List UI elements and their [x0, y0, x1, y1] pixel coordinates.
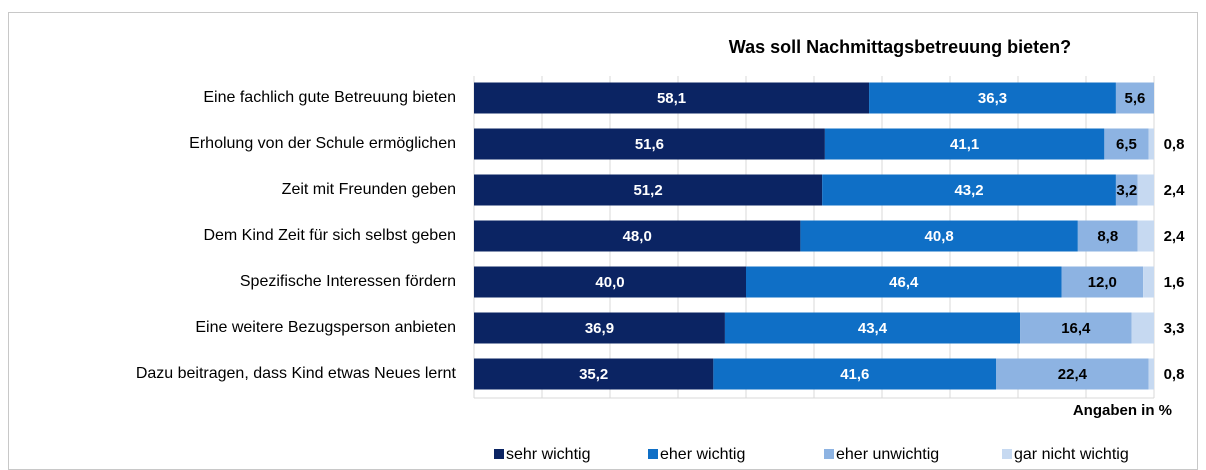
value-label: 6,5 — [1116, 136, 1137, 153]
value-label: 48,0 — [623, 228, 652, 245]
legend-swatch — [648, 449, 658, 459]
bar-segment — [474, 312, 725, 344]
bar-segment — [1104, 128, 1149, 160]
bar-segment — [1061, 266, 1144, 298]
value-label: 51,2 — [633, 182, 662, 199]
x-axis-label: Angaben in % — [1073, 402, 1172, 419]
legend-label: sehr wichtig — [506, 446, 590, 463]
value-label: 40,0 — [595, 274, 624, 291]
bar-segment — [869, 82, 1116, 114]
value-label: 12,0 — [1088, 274, 1117, 291]
value-label: 58,1 — [657, 90, 686, 107]
value-label: 0,8 — [1164, 136, 1185, 153]
value-label: 41,1 — [950, 136, 979, 153]
value-label: 8,8 — [1097, 228, 1118, 245]
value-label: 51,6 — [635, 136, 664, 153]
value-label: 46,4 — [889, 274, 919, 291]
bar-segment — [1137, 174, 1154, 206]
legend-label: eher unwichtig — [836, 446, 939, 463]
category-label: Spezifische Interessen fördern — [240, 273, 456, 290]
bar-segment — [1077, 220, 1138, 252]
bar-segment — [474, 174, 823, 206]
value-label: 43,4 — [858, 320, 888, 337]
value-label: 40,8 — [925, 228, 954, 245]
value-label: 35,2 — [579, 366, 608, 383]
bar-segment — [822, 174, 1116, 206]
value-label: 36,3 — [978, 90, 1007, 107]
bar-segment — [996, 358, 1149, 390]
bar-segment — [1131, 312, 1154, 344]
bar-segment — [1020, 312, 1132, 344]
bar-segment — [746, 266, 1062, 298]
value-label: 41,6 — [840, 366, 869, 383]
bar-segment — [713, 358, 997, 390]
legend-swatch — [1002, 449, 1012, 459]
category-label: Dazu beitragen, dass Kind etwas Neues le… — [136, 365, 457, 382]
value-label: 2,4 — [1164, 228, 1186, 245]
legend-swatch — [494, 449, 504, 459]
chart-title: Was soll Nachmittagsbetreuung bieten? — [729, 37, 1071, 57]
value-label: 1,6 — [1164, 274, 1185, 291]
value-label: 16,4 — [1061, 320, 1091, 337]
value-label: 2,4 — [1164, 182, 1186, 199]
bar-segment — [824, 128, 1105, 160]
value-label: 5,6 — [1125, 90, 1146, 107]
bar-segment — [474, 128, 825, 160]
bar-segment — [474, 358, 714, 390]
value-label: 3,3 — [1164, 320, 1185, 337]
category-label: Zeit mit Freunden geben — [282, 181, 456, 198]
value-label: 43,2 — [954, 182, 983, 199]
category-label: Eine fachlich gute Betreuung bieten — [203, 89, 456, 106]
legend-label: eher wichtig — [660, 446, 745, 463]
value-label: 36,9 — [585, 320, 614, 337]
bar-segment — [1143, 266, 1154, 298]
value-label: 22,4 — [1058, 366, 1088, 383]
bar-segment — [800, 220, 1078, 252]
bar-segment — [1115, 174, 1138, 206]
category-label: Erholung von der Schule ermöglichen — [189, 135, 456, 152]
legend-label: gar nicht wichtig — [1014, 446, 1129, 463]
bar-segment — [474, 220, 801, 252]
bar-segment — [1148, 358, 1154, 390]
bar-segment — [1148, 128, 1154, 160]
category-label: Eine weitere Bezugsperson anbieten — [195, 319, 456, 336]
bar-segment — [474, 266, 746, 298]
bar-segment — [1137, 220, 1154, 252]
bar-segment — [1115, 82, 1154, 114]
category-label: Dem Kind Zeit für sich selbst geben — [203, 227, 456, 244]
legend-swatch — [824, 449, 834, 459]
value-label: 3,2 — [1116, 182, 1137, 199]
bar-segment — [474, 82, 870, 114]
value-label: 0,8 — [1164, 366, 1185, 383]
bar-segment — [724, 312, 1021, 344]
